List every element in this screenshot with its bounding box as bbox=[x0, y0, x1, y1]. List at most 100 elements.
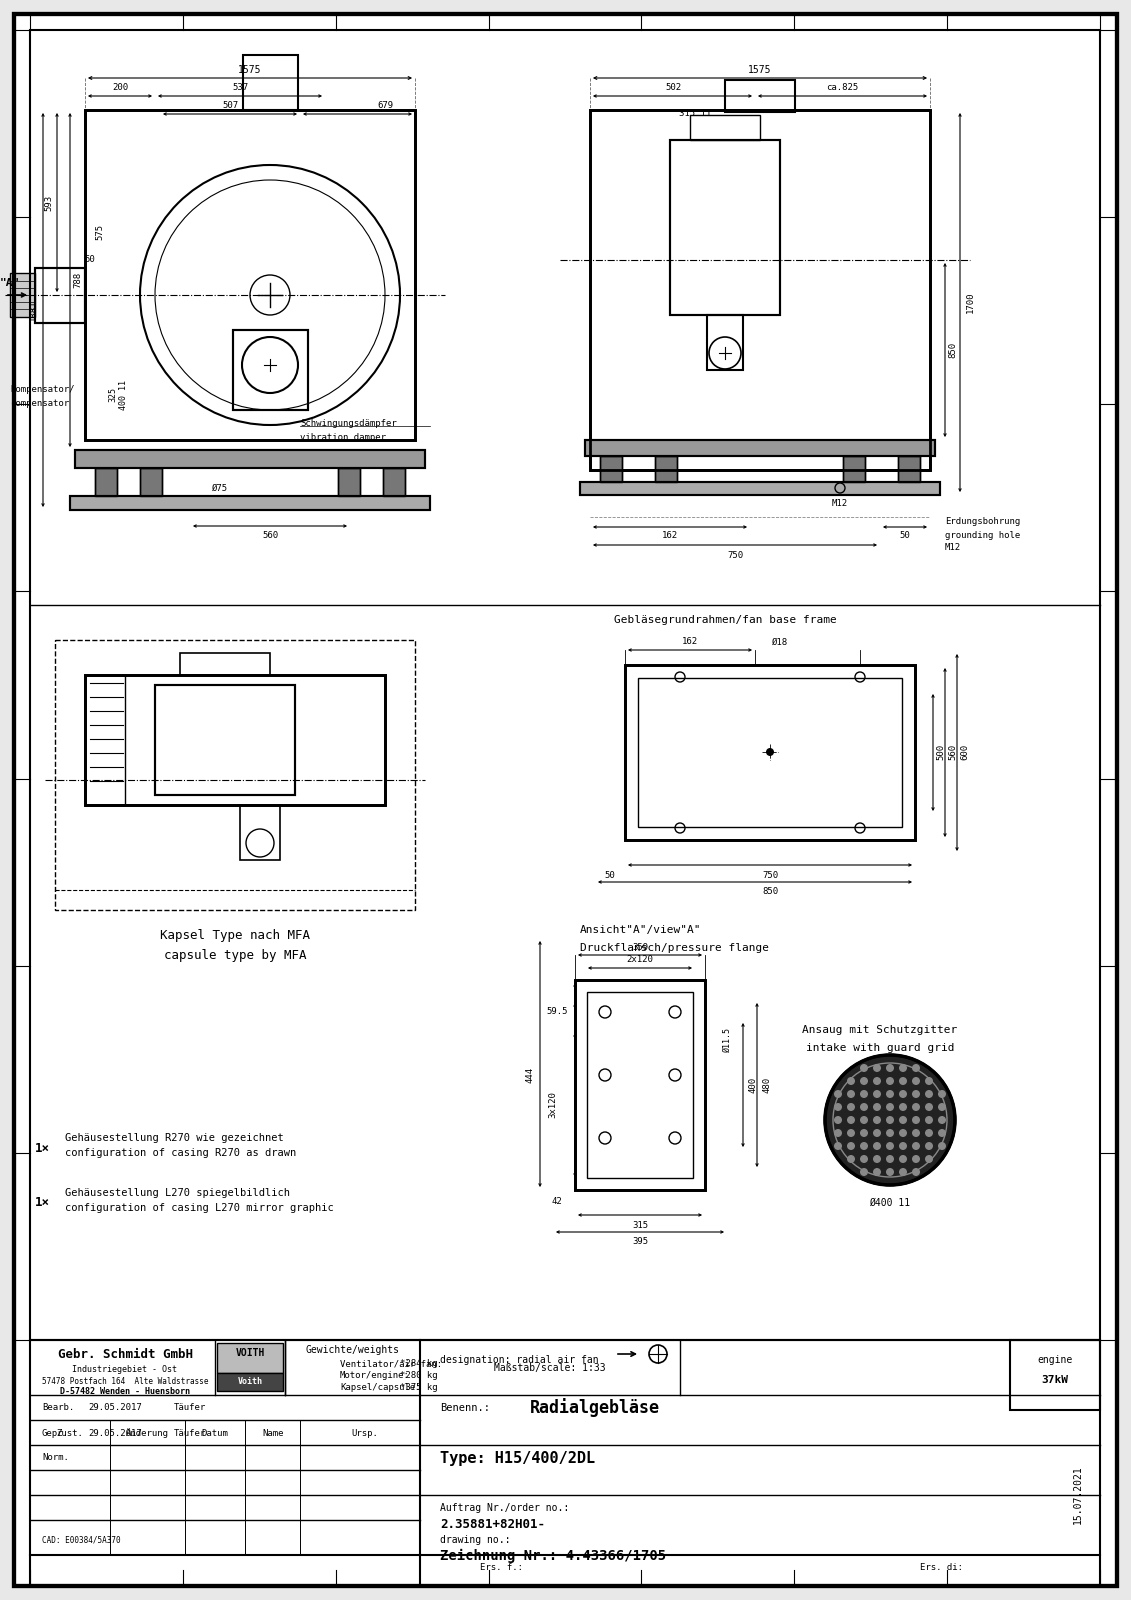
Text: Industriegebiet - Ost: Industriegebiet - Ost bbox=[72, 1365, 178, 1374]
Circle shape bbox=[925, 1077, 933, 1085]
Circle shape bbox=[899, 1102, 907, 1110]
Text: engine: engine bbox=[1037, 1355, 1072, 1365]
Bar bbox=[575, 979, 705, 1190]
Circle shape bbox=[886, 1077, 893, 1085]
Text: configuration of casing R270 as drawn: configuration of casing R270 as drawn bbox=[64, 1149, 296, 1158]
Bar bbox=[655, 456, 677, 482]
Bar bbox=[383, 467, 405, 496]
Bar bbox=[585, 440, 935, 456]
Circle shape bbox=[834, 1090, 841, 1098]
Circle shape bbox=[899, 1090, 907, 1098]
Circle shape bbox=[886, 1102, 893, 1110]
Bar bbox=[75, 450, 425, 467]
Circle shape bbox=[938, 1090, 946, 1098]
Circle shape bbox=[912, 1130, 920, 1138]
Text: Ers. f.:: Ers. f.: bbox=[480, 1563, 523, 1573]
Bar bbox=[155, 685, 295, 795]
Text: 1575: 1575 bbox=[749, 66, 771, 75]
Bar bbox=[35, 267, 85, 323]
Text: Gewichte/weights: Gewichte/weights bbox=[307, 1346, 400, 1355]
Text: designation: radial air fan: designation: radial air fan bbox=[440, 1355, 598, 1365]
Text: configuration of casing L270 mirror graphic: configuration of casing L270 mirror grap… bbox=[64, 1203, 334, 1213]
Text: 50: 50 bbox=[605, 870, 615, 880]
Circle shape bbox=[925, 1142, 933, 1150]
Bar bbox=[85, 675, 385, 805]
Circle shape bbox=[925, 1102, 933, 1110]
Bar bbox=[585, 440, 935, 456]
Bar bbox=[31, 1341, 1100, 1586]
Circle shape bbox=[899, 1155, 907, 1163]
Text: 395: 395 bbox=[632, 1237, 648, 1246]
Circle shape bbox=[847, 1090, 855, 1098]
Bar bbox=[590, 110, 930, 470]
Text: 560: 560 bbox=[262, 531, 278, 541]
Text: 537: 537 bbox=[232, 83, 248, 93]
Bar bbox=[75, 450, 425, 467]
Circle shape bbox=[912, 1102, 920, 1110]
Text: 1×: 1× bbox=[35, 1141, 50, 1155]
Text: 507: 507 bbox=[222, 101, 238, 110]
Text: Voith: Voith bbox=[238, 1378, 262, 1387]
Text: intake with guard grid: intake with guard grid bbox=[805, 1043, 955, 1053]
Circle shape bbox=[912, 1117, 920, 1123]
Bar bbox=[95, 467, 116, 496]
Text: 1575: 1575 bbox=[239, 66, 261, 75]
Text: 560: 560 bbox=[949, 744, 958, 760]
Circle shape bbox=[873, 1142, 881, 1150]
Text: Gehäusestellung R270 wie gezeichnet: Gehäusestellung R270 wie gezeichnet bbox=[64, 1133, 284, 1142]
Text: 500: 500 bbox=[936, 744, 946, 760]
Text: capsule type by MFA: capsule type by MFA bbox=[164, 949, 307, 962]
Text: 325: 325 bbox=[109, 387, 118, 403]
Circle shape bbox=[886, 1117, 893, 1123]
Circle shape bbox=[938, 1117, 946, 1123]
Text: 29.05.2017: 29.05.2017 bbox=[88, 1429, 141, 1437]
Text: 850: 850 bbox=[762, 888, 778, 896]
Bar bbox=[31, 30, 1100, 1341]
Circle shape bbox=[847, 1102, 855, 1110]
Circle shape bbox=[912, 1090, 920, 1098]
Bar bbox=[575, 979, 705, 1190]
Circle shape bbox=[860, 1117, 867, 1123]
Circle shape bbox=[847, 1142, 855, 1150]
Bar bbox=[383, 467, 405, 496]
Text: Ø75: Ø75 bbox=[211, 483, 228, 493]
Text: Gehäusestellung L270 spiegelbildlich: Gehäusestellung L270 spiegelbildlich bbox=[64, 1187, 290, 1198]
Bar bbox=[233, 330, 308, 410]
Text: Motor/engine:: Motor/engine: bbox=[340, 1371, 409, 1381]
Text: *284 kg: *284 kg bbox=[400, 1360, 438, 1368]
Circle shape bbox=[834, 1117, 841, 1123]
Text: Ursp.: Ursp. bbox=[352, 1429, 379, 1437]
Text: VOITH: VOITH bbox=[235, 1347, 265, 1358]
Text: Zust.: Zust. bbox=[57, 1429, 84, 1437]
Bar bbox=[670, 141, 780, 315]
Bar bbox=[898, 456, 920, 482]
Text: 37kW: 37kW bbox=[1042, 1374, 1069, 1386]
Circle shape bbox=[938, 1130, 946, 1138]
Circle shape bbox=[873, 1077, 881, 1085]
Text: Radialgebläse: Radialgebläse bbox=[530, 1398, 661, 1418]
Text: drawing no.:: drawing no.: bbox=[440, 1534, 510, 1546]
Circle shape bbox=[899, 1168, 907, 1176]
Bar bbox=[140, 467, 162, 496]
Text: M12: M12 bbox=[832, 499, 848, 509]
Bar bbox=[625, 666, 915, 840]
Circle shape bbox=[860, 1142, 867, 1150]
Bar bbox=[217, 1342, 283, 1373]
Text: Norm.: Norm. bbox=[42, 1453, 69, 1462]
Circle shape bbox=[824, 1054, 955, 1186]
Bar bbox=[670, 141, 780, 315]
Bar bbox=[898, 456, 920, 482]
Circle shape bbox=[899, 1077, 907, 1085]
Circle shape bbox=[860, 1077, 867, 1085]
Circle shape bbox=[912, 1064, 920, 1072]
Circle shape bbox=[886, 1155, 893, 1163]
Bar bbox=[655, 456, 677, 482]
Text: 1700: 1700 bbox=[966, 291, 975, 314]
Bar bbox=[243, 54, 297, 110]
Circle shape bbox=[834, 1142, 841, 1150]
Text: *280 kg: *280 kg bbox=[400, 1371, 438, 1381]
Bar bbox=[338, 467, 360, 496]
Text: 1×: 1× bbox=[35, 1197, 50, 1210]
Bar bbox=[180, 653, 270, 675]
Text: Täufer: Täufer bbox=[174, 1403, 206, 1413]
